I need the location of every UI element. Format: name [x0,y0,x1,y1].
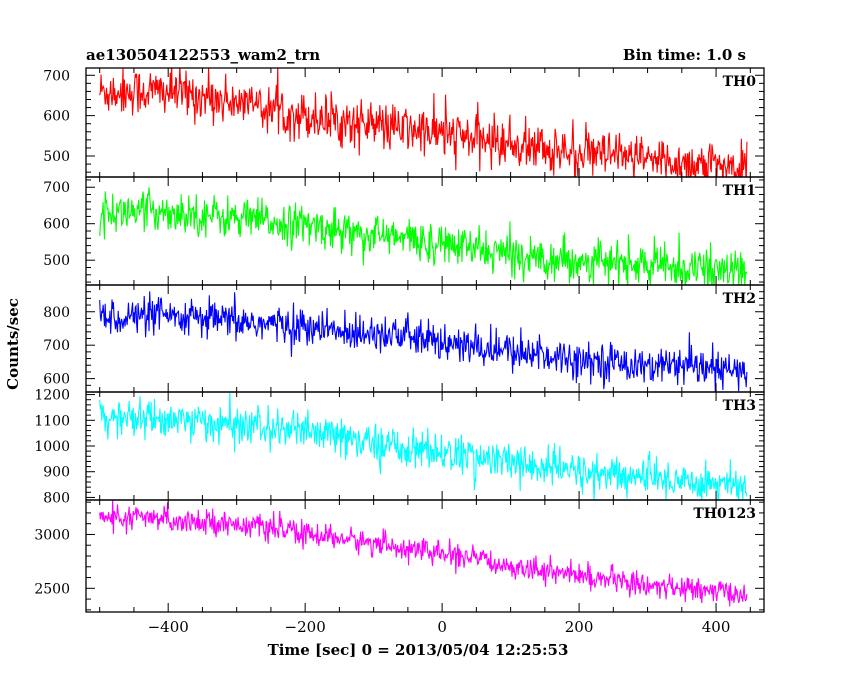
series-line-th1 [99,187,748,285]
series-line-th3 [99,392,748,500]
panel-label-th0123: TH0123 [693,506,756,522]
panel-group: 500 600 700 TH0 500 600 700 TH1 600 700 800 TH2 800 9… [34,67,765,636]
chart-title: ae130504122553_wam2_trn [86,46,320,64]
panel-frame [85,67,765,178]
panel-th1: 500 600 700 TH1 [43,176,765,286]
x-axis-label: Time [sec] 0 = 2013/05/04 12:25:53 [268,641,569,659]
panel-label-th0: TH0 [723,74,757,90]
y-tick-label: 1200 [34,388,70,404]
x-tick-label: −400 [148,618,189,636]
panel-th0123: 2500 3000 TH0123 [34,499,765,613]
y-tick-label: 700 [43,338,70,354]
y-tick-label: 800 [43,490,70,506]
x-tick-label: 0 [437,618,447,636]
panel-th2: 600 700 800 TH2 [43,284,765,393]
y-tick-label: 600 [43,217,70,233]
panel-th0: 500 600 700 TH0 [43,67,765,178]
panel-th3: 800 900 1000 1100 1200 TH3 [34,388,765,506]
y-tick-label: 500 [43,253,70,269]
panel-label-th1: TH1 [723,183,756,199]
series-line-th0123 [99,500,748,607]
y-tick-label: 600 [43,109,70,125]
bin-time-label: Bin time: 1.0 s [623,46,746,64]
panel-label-th3: TH3 [723,398,756,414]
y-tick-label: 2500 [34,581,70,597]
panel-frame [85,176,765,286]
series-line-th0 [99,68,748,177]
y-tick-label: 500 [43,149,70,165]
y-tick-label: 1000 [34,439,70,455]
y-tick-label: 600 [43,372,70,388]
y-tick-label: 800 [43,305,70,321]
y-tick-label: 900 [43,465,70,481]
y-axis-label: Counts/sec [4,298,22,390]
y-tick-label: 700 [43,180,70,196]
y-tick-label: 700 [43,68,70,84]
y-tick-label: 1100 [34,413,70,429]
x-tick-label: 200 [565,618,594,636]
panel-label-th2: TH2 [723,291,756,307]
x-tick-label: −200 [285,618,326,636]
y-tick-label: 3000 [34,527,70,543]
series-line-th2 [99,291,748,392]
x-tick-label: 400 [702,618,731,636]
